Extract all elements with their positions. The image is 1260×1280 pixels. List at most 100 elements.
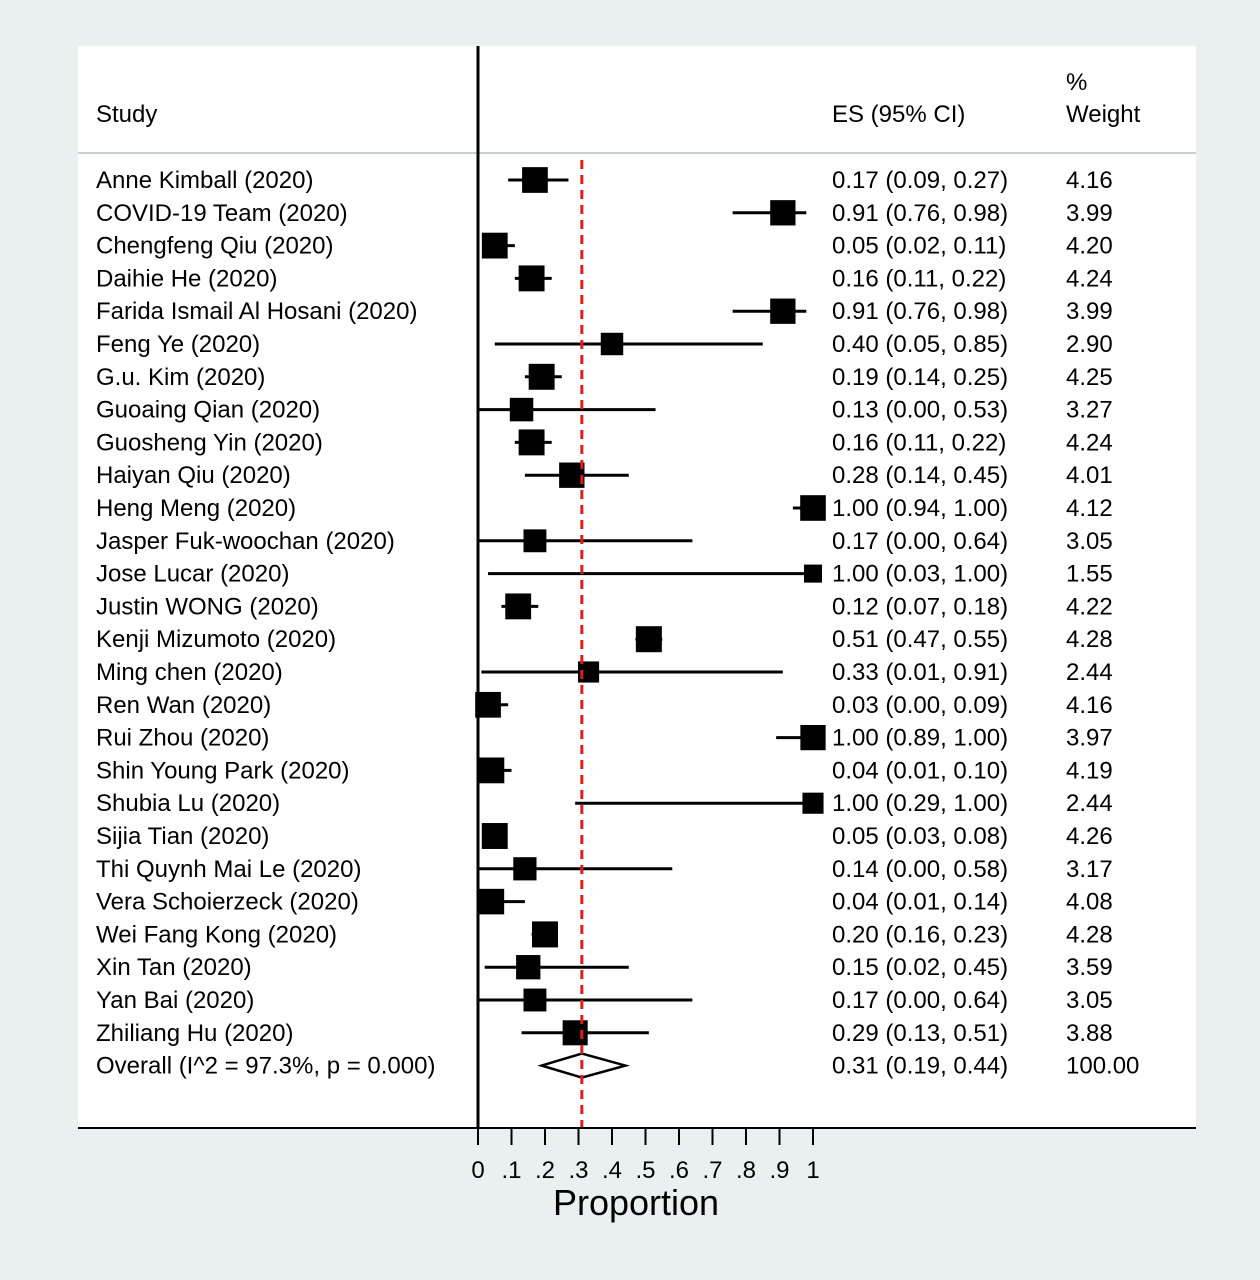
study-row: Xin Tan (2020) 0.15 (0.02, 0.45) 3.59	[96, 954, 1113, 981]
study-row: Ming chen (2020) 0.33 (0.01, 0.91) 2.44	[96, 659, 1113, 686]
study-label: Daihie He (2020)	[96, 265, 277, 292]
point-estimate-marker	[478, 757, 505, 784]
es-ci-text: 0.51 (0.47, 0.55)	[832, 626, 1008, 653]
es-ci-text: 0.04 (0.01, 0.14)	[832, 889, 1008, 916]
point-estimate-marker	[528, 363, 555, 390]
es-ci-text: 0.19 (0.14, 0.25)	[832, 364, 1008, 391]
study-label: Haiyan Qiu (2020)	[96, 462, 291, 489]
point-estimate-marker	[635, 626, 662, 653]
study-label: Heng Meng (2020)	[96, 495, 296, 522]
study-row: Jose Lucar (2020) 1.00 (0.03, 1.00) 1.55	[96, 561, 1113, 588]
study-row: Jasper Fuk-woochan (2020) 0.17 (0.00, 0.6…	[96, 528, 1113, 555]
study-label: Thi Quynh Mai Le (2020)	[96, 856, 361, 883]
point-estimate-marker	[523, 988, 547, 1012]
weight-text: 3.27	[1066, 397, 1113, 424]
study-row: Daihie He (2020) 0.16 (0.11, 0.22) 4.24	[96, 265, 1113, 292]
x-tick-label: .7	[702, 1157, 722, 1184]
point-estimate-marker	[523, 529, 547, 553]
study-label: Jose Lucar (2020)	[96, 561, 289, 588]
study-row: Chengfeng Qiu (2020) 0.05 (0.02, 0.11) 4.2…	[96, 233, 1113, 260]
point-estimate-marker	[513, 857, 537, 881]
study-label: Shubia Lu (2020)	[96, 790, 280, 817]
x-axis-label: Proportion	[553, 1182, 719, 1223]
study-row: Zhiliang Hu (2020) 0.29 (0.13, 0.51) 3.88	[96, 1020, 1113, 1047]
study-label: Justin WONG (2020)	[96, 593, 319, 620]
study-rows: Anne Kimball (2020) 0.17 (0.09, 0.27) 4.16…	[96, 167, 1139, 1080]
weight-text: 4.16	[1066, 692, 1113, 719]
es-ci-text: 0.33 (0.01, 0.91)	[832, 659, 1008, 686]
es-ci-text: 0.91 (0.76, 0.98)	[832, 298, 1008, 325]
weight-text: 4.01	[1066, 462, 1113, 489]
point-estimate-marker	[518, 429, 545, 456]
study-row: COVID-19 Team (2020) 0.91 (0.76, 0.98) 3.9…	[96, 200, 1113, 227]
x-tick-label: 0	[471, 1157, 484, 1184]
point-estimate-marker	[802, 792, 824, 814]
study-row: Guoaing Qian (2020) 0.13 (0.00, 0.53) 3.27	[96, 397, 1113, 424]
es-ci-text: 0.03 (0.00, 0.09)	[832, 692, 1008, 719]
study-row: Haiyan Qiu (2020) 0.28 (0.14, 0.45) 4.01	[96, 462, 1113, 489]
es-ci-text: 0.14 (0.00, 0.58)	[832, 856, 1008, 883]
point-estimate-marker	[559, 462, 585, 488]
point-estimate-marker	[803, 564, 823, 583]
es-ci-text: 0.91 (0.76, 0.98)	[832, 200, 1008, 227]
x-tick-label: .3	[568, 1157, 588, 1184]
study-row: Farida Ismail Al Hosani (2020) 0.91 (0.76…	[96, 298, 1113, 325]
point-estimate-marker	[532, 921, 558, 948]
weight-text: 4.24	[1066, 265, 1113, 292]
overall-es-ci-text: 0.31 (0.19, 0.44)	[832, 1053, 1008, 1080]
es-ci-text: 1.00 (0.03, 1.00)	[832, 561, 1008, 588]
weight-text: 4.28	[1066, 626, 1113, 653]
study-label: Xin Tan (2020)	[96, 954, 252, 981]
study-row: Shubia Lu (2020) 1.00 (0.29, 1.00) 2.44	[96, 790, 1113, 817]
study-label: Ming chen (2020)	[96, 659, 283, 686]
overall-weight-text: 100.00	[1066, 1053, 1139, 1080]
weight-text: 3.99	[1066, 298, 1113, 325]
study-label: Zhiliang Hu (2020)	[96, 1020, 293, 1047]
point-estimate-marker	[509, 397, 534, 422]
study-row: Guosheng Yin (2020) 0.16 (0.11, 0.22) 4.24	[96, 429, 1113, 456]
study-label: Farida Ismail Al Hosani (2020)	[96, 298, 417, 325]
study-label: Yan Bai (2020)	[96, 987, 254, 1014]
study-row: Sijia Tian (2020) 0.05 (0.03, 0.08) 4.26	[96, 823, 1113, 850]
weight-text: 2.90	[1066, 331, 1113, 358]
study-row: Feng Ye (2020) 0.40 (0.05, 0.85) 2.90	[96, 331, 1113, 358]
es-ci-text: 0.05 (0.03, 0.08)	[832, 823, 1008, 850]
es-ci-text: 0.17 (0.09, 0.27)	[832, 167, 1008, 194]
es-ci-text: 1.00 (0.94, 1.00)	[832, 495, 1008, 522]
x-tick-label: 1	[806, 1157, 819, 1184]
study-label: Shin Young Park (2020)	[96, 757, 350, 784]
es-ci-text: 1.00 (0.89, 1.00)	[832, 725, 1008, 752]
study-label: Guosheng Yin (2020)	[96, 429, 323, 456]
point-estimate-marker	[481, 232, 508, 259]
study-label: Wei Fang Kong (2020)	[96, 921, 337, 948]
point-estimate-marker	[516, 955, 541, 980]
weight-text: 2.44	[1066, 659, 1113, 686]
weight-column-header-percent: %	[1066, 69, 1087, 96]
study-label: G.u. Kim (2020)	[96, 364, 265, 391]
es-ci-text: 0.15 (0.02, 0.45)	[832, 954, 1008, 981]
weight-text: 4.16	[1066, 167, 1113, 194]
x-tick-label: .6	[669, 1157, 689, 1184]
point-estimate-marker	[800, 495, 826, 521]
x-tick-label: .1	[501, 1157, 521, 1184]
study-row: Rui Zhou (2020) 1.00 (0.89, 1.00) 3.97	[96, 725, 1113, 752]
plot-panel	[78, 46, 1196, 1128]
x-tick-label: .4	[602, 1157, 622, 1184]
study-label: Rui Zhou (2020)	[96, 725, 269, 752]
study-label: Guoaing Qian (2020)	[96, 397, 320, 424]
weight-text: 4.25	[1066, 364, 1113, 391]
es-ci-text: 0.17 (0.00, 0.64)	[832, 987, 1008, 1014]
weight-text: 3.05	[1066, 987, 1113, 1014]
study-row: G.u. Kim (2020) 0.19 (0.14, 0.25) 4.25	[96, 364, 1113, 391]
study-row: Thi Quynh Mai Le (2020) 0.14 (0.00, 0.58)…	[96, 856, 1113, 883]
study-label: Feng Ye (2020)	[96, 331, 260, 358]
point-estimate-marker	[770, 200, 796, 226]
es-ci-text: 0.28 (0.14, 0.45)	[832, 462, 1008, 489]
study-row: Anne Kimball (2020) 0.17 (0.09, 0.27) 4.16	[96, 167, 1113, 194]
weight-column-header: Weight	[1066, 101, 1141, 128]
weight-text: 3.17	[1066, 856, 1113, 883]
study-label: Vera Schoierzeck (2020)	[96, 889, 359, 916]
es-ci-text: 0.04 (0.01, 0.10)	[832, 757, 1008, 784]
point-estimate-marker	[800, 724, 826, 751]
